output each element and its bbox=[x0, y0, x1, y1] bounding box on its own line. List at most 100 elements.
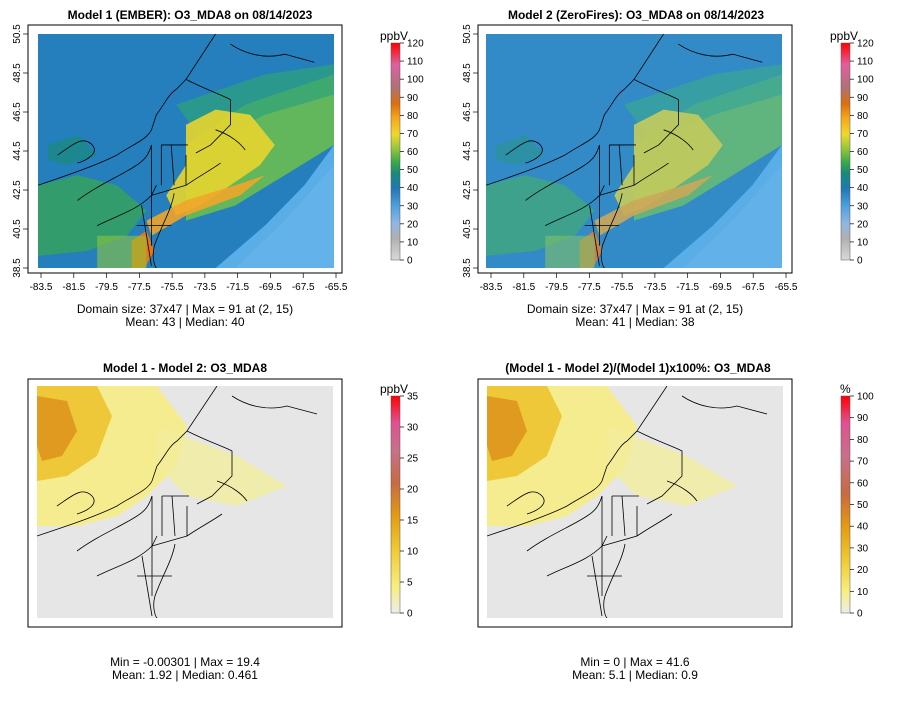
x-tick-label: -79.5 bbox=[95, 282, 118, 293]
x-tick-label: -65.5 bbox=[325, 282, 348, 293]
x-tick-label: -65.5 bbox=[775, 282, 798, 293]
colorbar-unit-panel-3: ppbV bbox=[380, 382, 408, 396]
panel-1-title: Model 1 (EMBER): O3_MDA8 on 08/14/2023 bbox=[67, 8, 313, 22]
y-tick-label: 46.5 bbox=[12, 102, 23, 122]
y-axis-panel-1: 38.5 40.5 42.5 44.5 46.5 48.5 50.5 bbox=[12, 24, 28, 278]
panel-4-stats-line-2: Mean: 5.1 | Median: 0.9 bbox=[572, 668, 698, 682]
panel-1-stats-line-2: Mean: 43 | Median: 40 bbox=[125, 315, 245, 329]
y-tick-label: 44.5 bbox=[12, 141, 23, 161]
colorbar-tick-label: 20 bbox=[857, 219, 869, 230]
panel-2-stats-line-2: Mean: 41 | Median: 38 bbox=[575, 315, 695, 329]
colorbar-tick-label: 100 bbox=[407, 75, 424, 86]
panel-2-stats: Domain size: 37x47 | Max = 91 at (2, 15)… bbox=[485, 303, 785, 329]
colorbar-ticks-panel-4: 0 10 20 30 40 50 60 70 80 90 100 bbox=[850, 392, 874, 620]
x-tick-label: -83.5 bbox=[480, 282, 503, 293]
colorbar-tick-label: 110 bbox=[407, 57, 423, 68]
x-tick-label: -67.5 bbox=[742, 282, 765, 293]
y-tick-label: 50.5 bbox=[12, 24, 23, 44]
colorbar-tick-label: 90 bbox=[857, 93, 869, 104]
colorbar-tick-label: 40 bbox=[407, 183, 419, 194]
colorbar-tick-label: 70 bbox=[857, 457, 869, 468]
map-panel-3 bbox=[27, 378, 343, 628]
colorbar-unit-panel-4: % bbox=[840, 382, 851, 396]
y-tick-label: 50.5 bbox=[462, 24, 473, 44]
y-tick-label: 42.5 bbox=[12, 180, 23, 200]
panel-2-stats-line-1: Domain size: 37x47 | Max = 91 at (2, 15) bbox=[526, 302, 744, 316]
colorbar-tick-label: 50 bbox=[857, 500, 869, 511]
y-tick-label: 38.5 bbox=[462, 258, 473, 278]
map-panel-2 bbox=[477, 24, 793, 274]
panel-3-stats-line-1: Min = -0.00301 | Max = 19.4 bbox=[110, 655, 260, 669]
colorbar-tick-label: 100 bbox=[857, 75, 874, 86]
x-tick-label: -73.5 bbox=[193, 282, 216, 293]
colorbar-tick-label: 5 bbox=[407, 578, 413, 589]
x-tick-label: -71.5 bbox=[676, 282, 699, 293]
x-tick-label: -75.5 bbox=[611, 282, 634, 293]
y-tick-label: 40.5 bbox=[12, 219, 23, 239]
colorbar-panel-3 bbox=[390, 395, 401, 614]
x-tick-label: -83.5 bbox=[30, 282, 53, 293]
colorbar-tick-label: 50 bbox=[857, 165, 869, 176]
panel-3-stats-line-2: Mean: 1.92 | Median: 0.461 bbox=[112, 668, 258, 682]
y-tick-label: 38.5 bbox=[12, 258, 23, 278]
x-tick-label: -69.5 bbox=[709, 282, 732, 293]
panel-4-title: (Model 1 - Model 2)/(Model 1)x100%: O3_M… bbox=[505, 361, 771, 375]
x-tick-label: -75.5 bbox=[161, 282, 184, 293]
colorbar-tick-label: 20 bbox=[857, 565, 869, 576]
colorbar-tick-label: 0 bbox=[407, 609, 413, 620]
colorbar-tick-label: 35 bbox=[407, 392, 419, 403]
colorbar-tick-label: 10 bbox=[407, 237, 419, 248]
colorbar-tick-label: 40 bbox=[857, 522, 869, 533]
x-tick-label: -77.5 bbox=[578, 282, 601, 293]
colorbar-ticks-panel-1: 0 10 20 30 40 50 60 70 80 90 100 110 120 bbox=[400, 39, 424, 267]
map-panel-1 bbox=[27, 24, 343, 274]
colorbar-ticks-panel-3: 0 5 10 15 20 25 30 35 bbox=[400, 392, 419, 620]
colorbar-tick-label: 10 bbox=[857, 237, 869, 248]
colorbar-tick-label: 40 bbox=[857, 183, 869, 194]
colorbar-tick-label: 90 bbox=[407, 93, 419, 104]
panel-1-stats-line-1: Domain size: 37x47 | Max = 91 at (2, 15) bbox=[76, 302, 294, 316]
x-tick-label: -81.5 bbox=[62, 282, 85, 293]
y-tick-label: 40.5 bbox=[462, 219, 473, 239]
colorbar-tick-label: 0 bbox=[857, 609, 863, 620]
colorbar-tick-label: 70 bbox=[857, 129, 869, 140]
x-tick-label: -77.5 bbox=[128, 282, 151, 293]
colorbar-tick-label: 120 bbox=[407, 39, 424, 50]
colorbar-tick-label: 30 bbox=[857, 543, 869, 554]
colorbar-tick-label: 80 bbox=[857, 435, 869, 446]
colorbar-tick-label: 10 bbox=[407, 547, 419, 558]
colorbar-tick-label: 60 bbox=[857, 147, 869, 158]
x-tick-label: -81.5 bbox=[512, 282, 535, 293]
colorbar-tick-label: 90 bbox=[857, 413, 869, 424]
panel-1-stats: Domain size: 37x47 | Max = 91 at (2, 15)… bbox=[35, 303, 335, 329]
y-tick-label: 48.5 bbox=[462, 63, 473, 83]
colorbar-panel-1 bbox=[390, 42, 401, 261]
colorbar-tick-label: 15 bbox=[407, 516, 419, 527]
colorbar-tick-label: 30 bbox=[857, 201, 869, 212]
colorbar-tick-label: 20 bbox=[407, 485, 419, 496]
colorbar-tick-label: 10 bbox=[857, 587, 869, 598]
colorbar-tick-label: 100 bbox=[857, 392, 874, 403]
panel-2-title: Model 2 (ZeroFires): O3_MDA8 on 08/14/20… bbox=[507, 8, 765, 22]
colorbar-tick-label: 80 bbox=[407, 111, 419, 122]
colorbar-tick-label: 70 bbox=[407, 129, 419, 140]
colorbar-tick-label: 20 bbox=[407, 219, 419, 230]
panel-3-stats: Min = -0.00301 | Max = 19.4 Mean: 1.92 |… bbox=[35, 656, 335, 682]
colorbar-ticks-panel-2: 0 10 20 30 40 50 60 70 80 90 100 110 120 bbox=[850, 39, 874, 267]
colorbar-tick-label: 30 bbox=[407, 201, 419, 212]
colorbar-panel-4 bbox=[840, 395, 851, 614]
colorbar-tick-label: 60 bbox=[857, 478, 869, 489]
y-tick-label: 42.5 bbox=[462, 180, 473, 200]
y-axis-panel-2: 38.5 40.5 42.5 44.5 46.5 48.5 50.5 bbox=[462, 24, 478, 278]
y-tick-label: 44.5 bbox=[462, 141, 473, 161]
colorbar-panel-2 bbox=[840, 42, 851, 261]
y-tick-label: 46.5 bbox=[462, 102, 473, 122]
x-tick-label: -69.5 bbox=[259, 282, 282, 293]
x-axis-panel-1: -83.5 -81.5 -79.5 -77.5 -75.5 -73.5 -71.5 -69.5… bbox=[30, 273, 348, 293]
colorbar-tick-label: 0 bbox=[407, 256, 413, 267]
panel-3-title: Model 1 - Model 2: O3_MDA8 bbox=[102, 361, 268, 375]
panel-4-stats: Min = 0 | Max = 41.6 Mean: 5.1 | Median:… bbox=[485, 656, 785, 682]
x-tick-label: -67.5 bbox=[292, 282, 315, 293]
x-tick-label: -73.5 bbox=[643, 282, 666, 293]
